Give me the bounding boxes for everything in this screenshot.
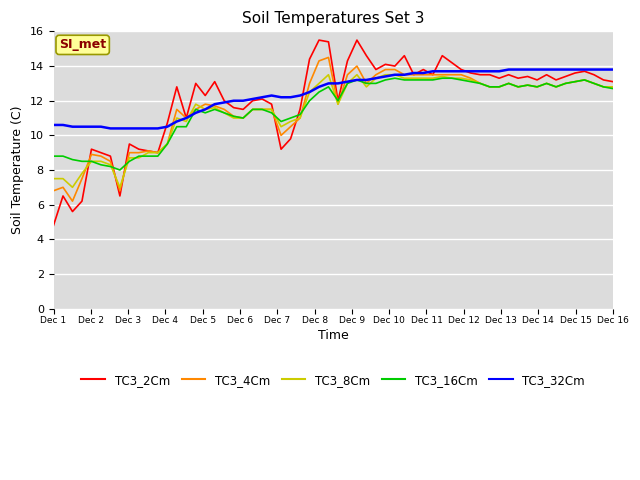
TC3_32Cm bbox=[154, 126, 162, 132]
TC3_4Cm bbox=[324, 55, 332, 60]
TC3_2Cm bbox=[211, 79, 218, 84]
TC3_2Cm bbox=[230, 105, 237, 110]
TC3_8Cm bbox=[239, 115, 247, 121]
Line: TC3_4Cm: TC3_4Cm bbox=[54, 58, 613, 201]
TC3_8Cm bbox=[202, 107, 209, 112]
TC3_8Cm bbox=[68, 184, 76, 190]
TC3_32Cm bbox=[202, 107, 209, 112]
TC3_32Cm bbox=[505, 67, 513, 72]
TC3_8Cm bbox=[249, 107, 257, 112]
TC3_8Cm bbox=[419, 75, 427, 81]
TC3_16Cm bbox=[50, 153, 58, 159]
TC3_2Cm bbox=[315, 37, 323, 43]
Line: TC3_2Cm: TC3_2Cm bbox=[54, 40, 613, 226]
TC3_2Cm bbox=[50, 223, 58, 228]
TC3_4Cm bbox=[239, 115, 247, 121]
TC3_4Cm bbox=[68, 198, 76, 204]
TC3_2Cm bbox=[192, 81, 200, 86]
TC3_8Cm bbox=[324, 72, 332, 78]
Title: Soil Temperatures Set 3: Soil Temperatures Set 3 bbox=[242, 11, 424, 26]
TC3_2Cm bbox=[609, 79, 617, 84]
TC3_32Cm bbox=[609, 67, 617, 72]
TC3_16Cm bbox=[419, 77, 427, 83]
TC3_4Cm bbox=[220, 107, 228, 112]
Text: SI_met: SI_met bbox=[59, 38, 106, 51]
TC3_16Cm bbox=[239, 115, 247, 121]
TC3_32Cm bbox=[410, 70, 418, 76]
TC3_16Cm bbox=[154, 153, 162, 159]
Legend: TC3_2Cm, TC3_4Cm, TC3_8Cm, TC3_16Cm, TC3_32Cm: TC3_2Cm, TC3_4Cm, TC3_8Cm, TC3_16Cm, TC3… bbox=[77, 369, 589, 391]
TC3_8Cm bbox=[50, 176, 58, 181]
TC3_8Cm bbox=[220, 110, 228, 116]
Line: TC3_8Cm: TC3_8Cm bbox=[54, 75, 613, 187]
TC3_32Cm bbox=[249, 96, 257, 102]
TC3_32Cm bbox=[50, 122, 58, 128]
Line: TC3_32Cm: TC3_32Cm bbox=[54, 70, 613, 129]
TC3_8Cm bbox=[609, 84, 617, 90]
TC3_2Cm bbox=[239, 107, 247, 112]
TC3_4Cm bbox=[609, 84, 617, 90]
TC3_2Cm bbox=[145, 148, 152, 154]
TC3_16Cm bbox=[202, 110, 209, 116]
TC3_4Cm bbox=[154, 150, 162, 156]
TC3_8Cm bbox=[154, 150, 162, 156]
TC3_4Cm bbox=[202, 101, 209, 107]
TC3_16Cm bbox=[609, 86, 617, 92]
TC3_16Cm bbox=[391, 75, 399, 81]
TC3_32Cm bbox=[239, 98, 247, 104]
TC3_16Cm bbox=[116, 167, 124, 173]
TC3_32Cm bbox=[107, 126, 115, 132]
TC3_4Cm bbox=[419, 72, 427, 78]
TC3_4Cm bbox=[50, 188, 58, 193]
Line: TC3_16Cm: TC3_16Cm bbox=[54, 78, 613, 170]
TC3_4Cm bbox=[249, 107, 257, 112]
TC3_2Cm bbox=[410, 72, 418, 78]
TC3_16Cm bbox=[220, 110, 228, 116]
Y-axis label: Soil Temperature (C): Soil Temperature (C) bbox=[11, 106, 24, 234]
X-axis label: Time: Time bbox=[318, 329, 349, 342]
TC3_32Cm bbox=[220, 99, 228, 105]
TC3_16Cm bbox=[249, 107, 257, 112]
